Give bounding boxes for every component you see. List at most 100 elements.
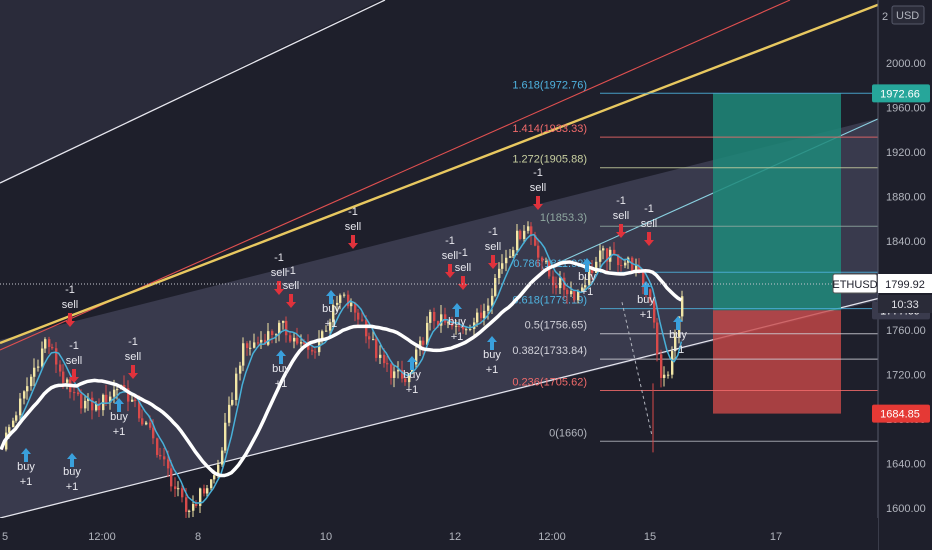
candle-body (516, 230, 519, 251)
candle-body (174, 486, 177, 489)
candle-body (487, 305, 490, 311)
candle-body (271, 331, 274, 336)
sell-signal-text-5: sell (345, 221, 362, 233)
candle-body (260, 339, 263, 343)
candle-body (44, 339, 47, 349)
candle-body (653, 299, 656, 323)
candle-body (433, 311, 436, 322)
candle-body (8, 427, 11, 433)
candle-body (401, 370, 404, 379)
candle-body (501, 263, 504, 269)
buy-signal-text-13: buy (63, 466, 81, 478)
buy-signal-text-21: +1 (640, 309, 653, 321)
candle-body (113, 389, 116, 397)
sell-signal-text-0: -1 (65, 284, 75, 296)
fib-label-3: 1(1853.3) (540, 212, 587, 224)
buy-signal-text-20: buy (578, 271, 596, 283)
candle-body (41, 348, 44, 367)
stop-price-tag-text: 1684.85 (880, 409, 920, 421)
candle-body (674, 336, 677, 352)
sell-arrow-0 (65, 313, 75, 327)
symbol-tag-box (832, 273, 878, 294)
buy-signal-text-16: +1 (325, 318, 338, 330)
stop-price-tag-box (872, 404, 930, 423)
candle-body (37, 366, 40, 368)
fib-label-6: 0.5(1756.65) (525, 320, 587, 332)
candle-body (681, 296, 684, 317)
buy-arrow-20 (582, 258, 592, 272)
buy-signal-text-17: buy (403, 369, 421, 381)
buy-arrow-15 (276, 350, 286, 364)
sell-arrow-3 (274, 281, 284, 295)
candle-body (231, 399, 234, 405)
sell-signal-text-10: -1 (616, 195, 626, 207)
candle-body (624, 262, 627, 266)
candle-body (127, 388, 130, 402)
candle-body (350, 302, 353, 307)
sell-arrow-6 (445, 264, 455, 278)
candle-body (116, 389, 119, 391)
fib-label-9: 0(1660) (549, 427, 587, 439)
candle-body (159, 454, 162, 457)
candle-body (534, 235, 537, 246)
countdown-box (878, 295, 932, 313)
candle-body (581, 287, 584, 291)
candle-body (483, 310, 486, 319)
candle-body (203, 488, 206, 494)
sell-signal-text-7: -1 (458, 247, 468, 259)
buy-signal-text-13: +1 (66, 481, 79, 493)
candles (1, 221, 684, 522)
buy-signal-text-19: buy (483, 349, 501, 361)
candle-body (494, 278, 497, 296)
candle-body (185, 497, 188, 512)
candle-body (19, 398, 22, 416)
moving-averages (0, 233, 683, 504)
time-tick-3: 10 (320, 531, 332, 543)
sell-signal-text-11: -1 (644, 203, 654, 215)
candle-body (329, 322, 332, 331)
candle-body (163, 456, 166, 460)
buy-signal-text-12: +1 (20, 476, 33, 488)
candle-body (357, 312, 360, 320)
candle-body (300, 342, 303, 344)
buy-signal-text-22: +1 (672, 344, 685, 356)
price-tick-7: 1880.00 (886, 192, 926, 204)
candle-body (59, 364, 62, 372)
candle-body (30, 376, 33, 387)
candle-body (347, 294, 350, 307)
candle-body (426, 322, 429, 345)
candle-body (620, 265, 623, 267)
price-tick-1: 1640.00 (886, 459, 926, 471)
candle-body (98, 403, 101, 411)
time-tick-7: 17 (770, 531, 782, 543)
sell-signal-text-9: sell (530, 182, 547, 194)
candle-body (663, 374, 666, 378)
ma-fast-line (0, 233, 683, 504)
current-price-box (878, 274, 932, 293)
trendline-white-upper (0, 0, 386, 184)
candle-body (87, 397, 90, 401)
candle-body (667, 374, 670, 376)
candle-body (84, 400, 87, 409)
candle-body (649, 289, 652, 300)
time-tick-4: 12 (449, 531, 461, 543)
buy-arrow-13 (67, 453, 77, 467)
candle-body (386, 363, 389, 365)
candle-body (354, 302, 357, 313)
candle-body (325, 330, 328, 332)
candle-body (390, 364, 393, 378)
buy-arrow-14 (114, 398, 124, 412)
time-axis-bg (0, 518, 878, 550)
candle-body (336, 302, 339, 305)
candle-body (242, 343, 245, 366)
sell-signal-text-6: -1 (445, 235, 455, 247)
candle-body (131, 399, 134, 402)
time-tick-2: 8 (195, 531, 201, 543)
candle-body (177, 488, 180, 490)
currency-label: USD (896, 10, 919, 22)
candle-body (437, 321, 440, 326)
candle-body (498, 268, 501, 279)
buy-arrow-19 (487, 336, 497, 350)
candle-body (577, 290, 580, 301)
